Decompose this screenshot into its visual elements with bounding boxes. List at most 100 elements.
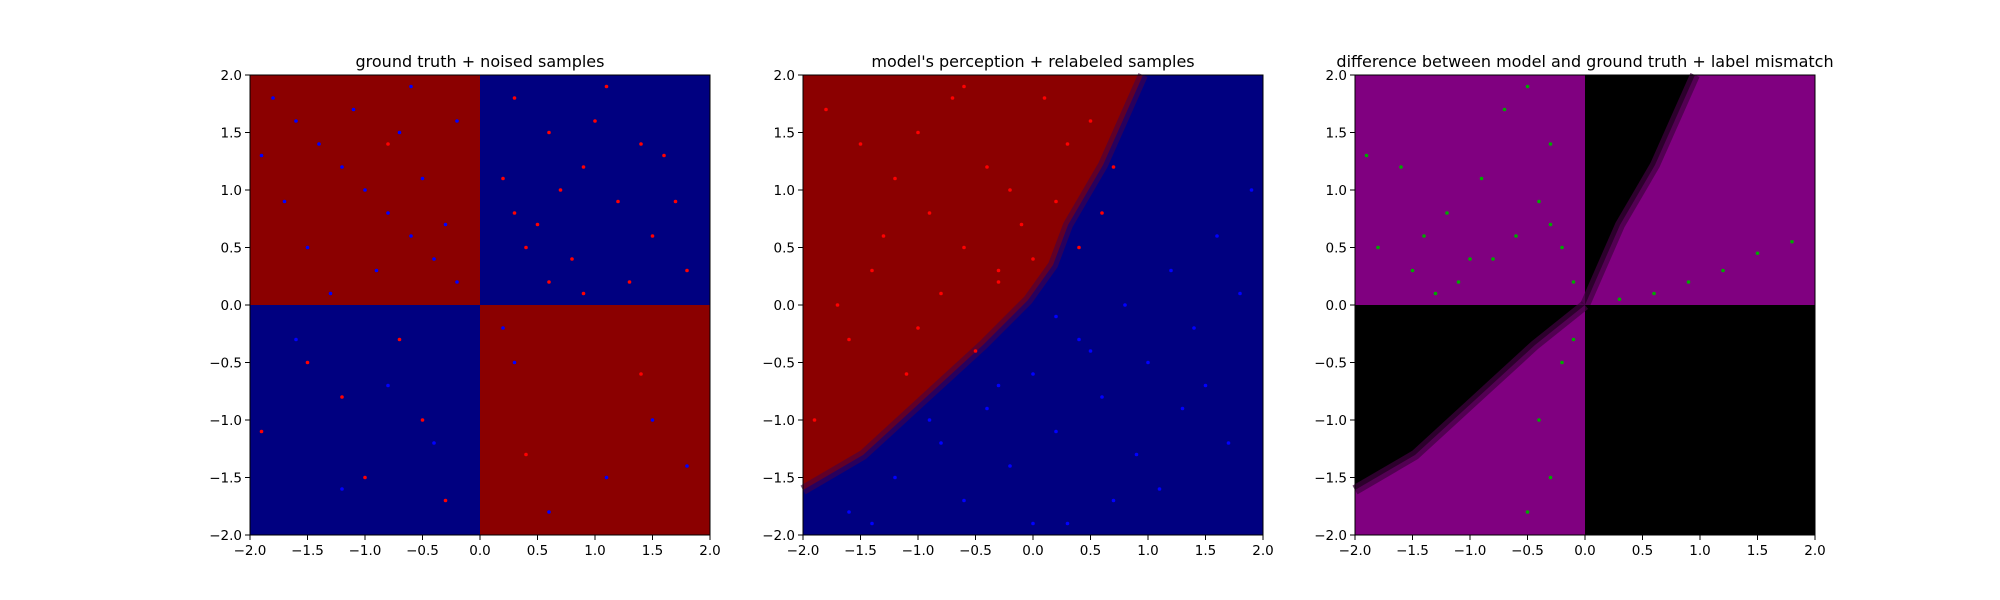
background-regions <box>800 72 1263 535</box>
scatter-point <box>282 199 287 204</box>
scatter-point <box>962 84 966 89</box>
scatter-point <box>1169 268 1173 273</box>
x-tick-label: 1.5 <box>1195 543 1216 559</box>
scatter-point <box>581 165 586 169</box>
scatter-point <box>535 222 540 227</box>
scatter-point <box>1077 245 1081 250</box>
scatter-point <box>1019 222 1024 227</box>
scatter-point <box>650 234 655 238</box>
x-tick-label: −0.5 <box>1511 543 1544 559</box>
region-top-left <box>1355 75 1585 305</box>
y-tick-label: 2.0 <box>1326 68 1347 84</box>
scatter-point <box>870 521 874 526</box>
scatter-point <box>305 245 310 250</box>
scatter-point <box>1571 337 1576 342</box>
scatter-point <box>1134 452 1139 457</box>
scatter-point <box>1031 257 1035 261</box>
x-tick-label: −1.5 <box>291 543 324 559</box>
scatter-point <box>962 498 966 503</box>
scatter-point <box>420 418 425 422</box>
x-axis-ticks: −2.0 −1.5 −1.0 −0.5 0.0 0.5 1.0 1.5 2.0 <box>234 535 721 559</box>
scatter-point <box>1548 222 1553 227</box>
scatter-point <box>547 130 551 135</box>
y-tick-label: −2.0 <box>762 528 795 544</box>
panel-difference: −2.0 −1.5 −1.0 −0.5 0.0 0.5 1.0 1.5 2.0 −2.0 −1.5… <box>1314 52 1833 559</box>
scatter-point <box>927 211 932 215</box>
x-tick-label: 1.5 <box>1747 543 1768 559</box>
scatter-point <box>259 153 264 158</box>
scatter-point <box>812 418 817 422</box>
scatter-point <box>386 383 390 388</box>
scatter-point <box>1537 418 1541 422</box>
y-tick-label: −2.0 <box>209 528 242 544</box>
panel-title: ground truth + noised samples <box>356 52 605 71</box>
scatter-point <box>328 291 333 296</box>
x-tick-label: 1.0 <box>1689 543 1710 559</box>
y-tick-label: −1.0 <box>1314 413 1347 429</box>
scatter-point <box>386 142 390 146</box>
x-tick-label: 0.0 <box>1574 543 1595 559</box>
x-tick-label: −2.0 <box>787 543 820 559</box>
scatter-point <box>1652 291 1656 296</box>
x-tick-label: 2.0 <box>699 543 720 559</box>
scatter-point <box>1422 234 1426 238</box>
scatter-point <box>824 107 828 112</box>
scatter-point <box>627 280 632 284</box>
y-tick-label: 0.5 <box>1326 241 1347 257</box>
scatter-point <box>1111 498 1116 503</box>
scatter-point <box>294 337 298 342</box>
y-tick-label: −1.0 <box>762 413 795 429</box>
x-tick-label: −1.0 <box>349 543 382 559</box>
scatter-point <box>1123 303 1127 307</box>
y-tick-label: 1.0 <box>774 183 795 199</box>
scatter-point <box>1100 211 1104 215</box>
scatter-point <box>1479 176 1484 181</box>
scatter-point <box>443 222 448 227</box>
scatter-point <box>1491 257 1495 261</box>
scatter-point <box>1617 297 1622 302</box>
scatter-point <box>1537 199 1541 204</box>
scatter-point <box>443 498 448 503</box>
y-tick-label: 0.0 <box>221 298 242 314</box>
scatter-point <box>501 176 505 181</box>
scatter-point <box>1433 291 1438 296</box>
x-tick-label: 0.5 <box>1080 543 1101 559</box>
scatter-point <box>1249 188 1254 192</box>
scatter-point <box>1065 521 1070 526</box>
scatter-point <box>916 130 920 135</box>
scatter-point <box>1180 406 1185 411</box>
x-tick-label: −1.5 <box>844 543 877 559</box>
scatter-point <box>1054 429 1058 434</box>
scatter-point <box>340 487 344 491</box>
scatter-point <box>1376 245 1380 250</box>
x-tick-label: 0.5 <box>527 543 548 559</box>
scatter-point <box>639 372 643 376</box>
scatter-point <box>524 452 528 457</box>
scatter-point <box>1203 383 1208 388</box>
x-tick-label: −1.5 <box>1396 543 1429 559</box>
scatter-point <box>271 96 275 100</box>
scatter-point <box>604 84 609 89</box>
scatter-point <box>547 280 551 284</box>
scatter-point <box>881 234 886 238</box>
scatter-point <box>685 464 689 468</box>
panel-model-perception: −2.0 −1.5 −1.0 −0.5 0.0 0.5 1.0 1.5 2.0 −2.0 −1.5… <box>762 52 1274 559</box>
scatter-point <box>639 142 643 146</box>
scatter-point <box>1571 280 1576 284</box>
x-tick-label: 1.0 <box>1137 543 1158 559</box>
scatter-point <box>317 142 321 146</box>
region-top-right <box>480 75 710 305</box>
scatter-point <box>547 510 551 514</box>
scatter-point <box>950 96 955 100</box>
scatter-point <box>847 510 851 514</box>
scatter-point <box>1560 245 1564 250</box>
y-tick-label: 1.5 <box>221 126 242 142</box>
scatter-point <box>558 188 563 192</box>
scatter-points <box>1364 84 1794 514</box>
scatter-point <box>397 337 402 342</box>
scatter-point <box>1100 395 1104 399</box>
y-tick-label: −2.0 <box>1314 528 1347 544</box>
y-tick-label: −1.5 <box>209 471 242 487</box>
scatter-point <box>409 234 413 238</box>
